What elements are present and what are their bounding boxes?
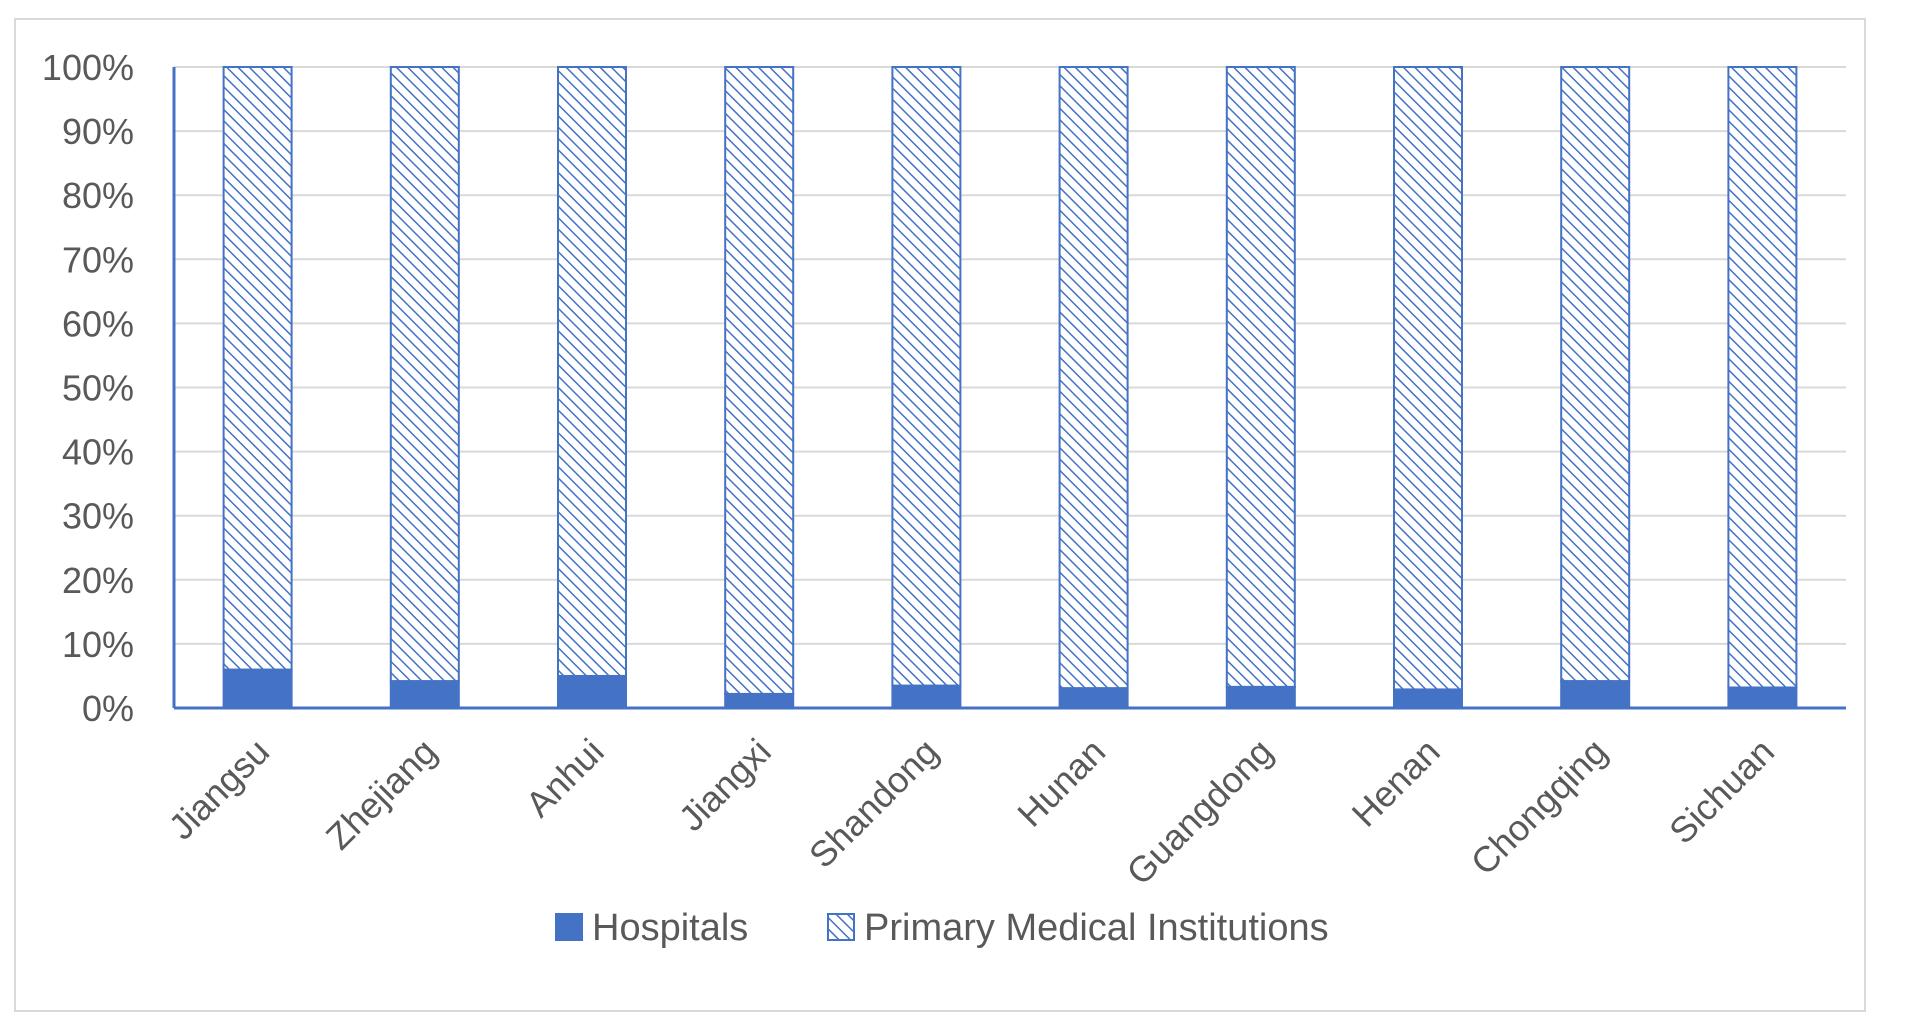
bar-hospitals-jiangsu [222,668,293,709]
bar-primary-medical-institutions-henan [1393,66,1463,691]
bar-hospitals-zhejiang [389,680,460,710]
legend-swatch-hospitals [555,913,583,941]
bar-hospitals-shandong [891,684,962,710]
x-tick-label: Sichuan [1661,731,1782,852]
bar-primary-medical-institutions-sichuan [1727,66,1798,689]
y-tick-label: 50% [62,368,134,409]
x-axis-ticks: Jiangsu Zhejiang Anhui Jiangxi Shandong Hunan… [161,731,1783,893]
y-tick-label: 10% [62,624,134,665]
x-tick-label: Jiangxi [671,731,779,839]
bar-hospitals-anhui [557,674,627,710]
bar-hospitals-chongqing [1560,680,1631,710]
x-tick-label: Shandong [801,731,946,876]
x-tick-label: Jiangsu [161,731,278,848]
x-tick-label: Zhejiang [318,731,445,858]
y-axis-ticks: 0% 10% 20% 30% 40% 50% 60% 70% 80% 90% 100% [42,47,134,729]
bar-primary-medical-institutions-jiangxi [724,66,795,695]
y-tick-label: 20% [62,560,134,601]
y-tick-label: 80% [62,175,134,216]
x-tick-label: Anhui [518,731,612,825]
legend-swatch-primary-medical-institutions [827,913,855,941]
bar-primary-medical-institutions-shandong [891,66,962,687]
y-tick-label: 40% [62,432,134,473]
bar-hospitals-jiangxi [724,692,795,710]
bar-primary-medical-institutions-guangdong [1225,66,1296,688]
y-tick-label: 90% [62,111,134,152]
y-tick-label: 70% [62,239,134,280]
bar-primary-medical-institutions-hunan [1058,66,1129,690]
legend: Hospitals Primary Medical Institutions [555,907,1329,949]
legend-label: Hospitals [592,907,748,949]
bar-hospitals-guangdong [1225,685,1296,709]
axes [172,67,1846,710]
bar-primary-medical-institutions-anhui [557,66,627,677]
x-tick-label: Guangdong [1118,731,1280,893]
legend-label: Primary Medical Institutions [864,907,1329,949]
y-tick-label: 30% [62,496,134,537]
bar-primary-medical-institutions-chongqing [1560,66,1631,683]
bar-primary-medical-institutions-zhejiang [389,66,460,683]
x-tick-label: Henan [1344,731,1448,835]
y-tick-label: 0% [82,688,134,729]
y-tick-label: 60% [62,303,134,344]
bars [222,66,1798,710]
bar-hospitals-hunan [1058,687,1129,710]
x-tick-label: Hunan [1009,731,1113,835]
bar-hospitals-henan [1393,688,1463,710]
x-tick-label: Chongqing [1463,731,1615,883]
y-tick-label: 100% [42,47,134,88]
bar-primary-medical-institutions-jiangsu [222,66,293,671]
bar-hospitals-sichuan [1727,686,1798,709]
